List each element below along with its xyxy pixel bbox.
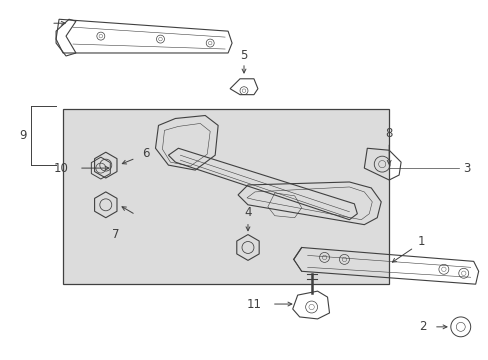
Text: 10: 10 — [54, 162, 68, 175]
Text: 2: 2 — [418, 320, 426, 333]
Text: 9: 9 — [20, 129, 27, 142]
Text: 11: 11 — [246, 297, 261, 311]
Text: 6: 6 — [142, 147, 149, 160]
Text: 1: 1 — [416, 235, 424, 248]
Text: 8: 8 — [385, 127, 392, 140]
Text: 7: 7 — [112, 228, 119, 241]
Text: 3: 3 — [462, 162, 469, 175]
Text: 5: 5 — [240, 49, 247, 63]
Bar — [63, 109, 388, 284]
Text: 4: 4 — [244, 206, 251, 219]
